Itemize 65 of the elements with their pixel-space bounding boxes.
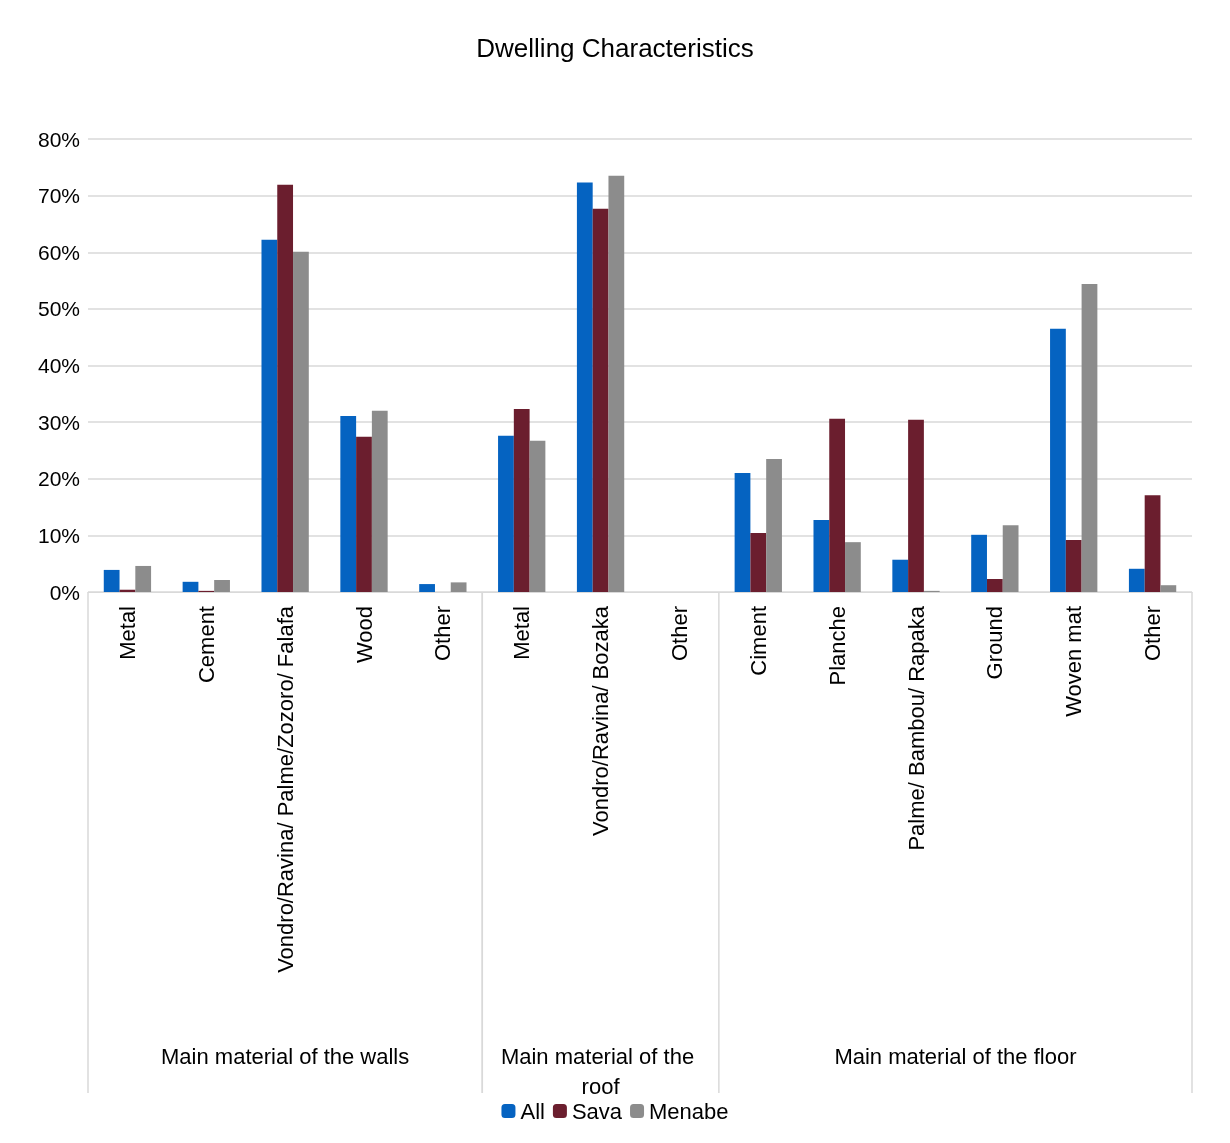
bar [592, 208, 609, 592]
bar [340, 415, 357, 592]
bar [1002, 525, 1019, 592]
bar [1144, 495, 1161, 592]
bar [766, 458, 782, 592]
y-tick-label: 50% [37, 297, 80, 321]
bar [135, 565, 152, 592]
bar [829, 418, 846, 592]
bar [103, 569, 120, 592]
chart-title: Dwelling Characteristics [476, 33, 754, 63]
legend-label: Sava [571, 1098, 623, 1124]
bar [277, 184, 294, 592]
x-tick-label: Woven mat [1061, 606, 1087, 717]
text: Main material of the walls [161, 1043, 410, 1069]
bar [576, 182, 593, 592]
y-tick-label: 70% [37, 184, 80, 208]
y-tick-label: 10% [37, 523, 80, 547]
bar [813, 520, 830, 592]
text: Main material of the roof [500, 1043, 701, 1099]
bar [971, 534, 987, 592]
bar [1081, 283, 1098, 592]
bar [908, 419, 924, 592]
bar [892, 559, 909, 592]
bar [498, 435, 514, 592]
x-tick-label: Ground [982, 606, 1008, 680]
legend-label: All [520, 1098, 545, 1124]
bar [450, 582, 467, 592]
text: Main material of the floor [834, 1043, 1077, 1069]
bar [734, 473, 751, 592]
x-tick-label: Cement [193, 606, 219, 684]
bar [750, 533, 767, 592]
x-tick-label: Palme/ Bambou/ Rapaka [903, 605, 929, 851]
bar [1065, 539, 1082, 592]
x-tick-label: Ciment [745, 606, 771, 676]
y-tick-label: 60% [37, 240, 80, 264]
x-tick-label: Wood [351, 606, 377, 664]
x-tick-label: Metal [114, 606, 140, 660]
bar [261, 239, 278, 592]
x-tick-label: Planche [824, 606, 850, 686]
y-tick-label: 80% [37, 127, 80, 151]
bar [608, 175, 625, 592]
bar [986, 578, 1003, 592]
bar [845, 542, 861, 592]
bar [182, 581, 199, 592]
y-tick-label: 40% [37, 354, 80, 377]
x-tick-label: Other [666, 606, 692, 662]
bar [1160, 585, 1177, 592]
x-tick-label: Other [1140, 606, 1166, 662]
bar [371, 410, 388, 592]
bar [293, 251, 309, 592]
x-tick-label: Vondro/Ravina/ Palme/Zozoro/ Falafa [272, 605, 298, 973]
legend-label: Menabe [649, 1098, 729, 1124]
y-tick-label: 20% [37, 467, 80, 491]
bar [513, 409, 530, 592]
bar [419, 584, 435, 592]
x-tick-label: Metal [509, 606, 535, 660]
y-tick-label: 0% [49, 580, 80, 604]
y-tick-label: 30% [37, 410, 80, 434]
bar [1128, 568, 1145, 592]
bar [529, 440, 546, 592]
bar [1050, 328, 1066, 592]
bar [356, 436, 372, 592]
x-tick-label: Other [430, 606, 456, 662]
bar [214, 580, 230, 592]
x-tick-label: Vondro/Ravina/ Bozaka [588, 605, 614, 836]
